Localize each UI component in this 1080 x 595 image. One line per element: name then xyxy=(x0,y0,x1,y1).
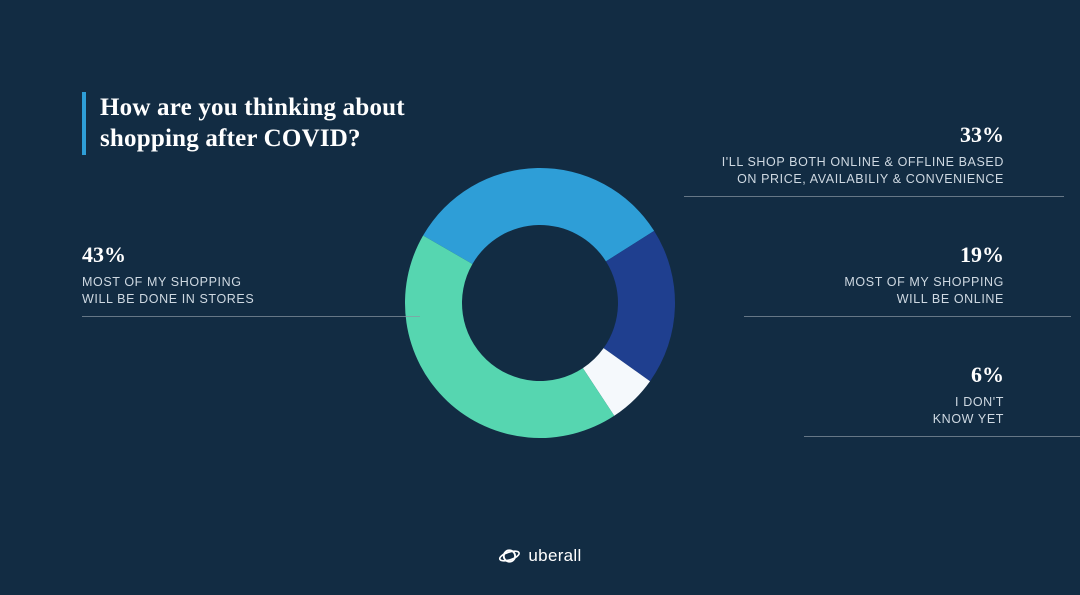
callout-both-pct: 33% xyxy=(684,122,1004,148)
callout-online-line1: MOST OF MY SHOPPING xyxy=(844,275,1004,289)
leader-line xyxy=(684,196,1064,197)
title-line-1: How are you thinking about xyxy=(100,94,405,121)
title-line-2: shopping after COVID? xyxy=(100,125,361,152)
chart-title: How are you thinking about shopping afte… xyxy=(82,92,405,155)
callout-dontknow: 6% I DON'T KNOW YET xyxy=(804,362,1004,437)
callout-instore-line2: WILL BE DONE IN STORES xyxy=(82,292,254,306)
callout-instore-line1: MOST OF MY SHOPPING xyxy=(82,275,242,289)
brand-name: uberall xyxy=(528,546,581,566)
callout-both: 33% I'LL SHOP BOTH ONLINE & OFFLINE BASE… xyxy=(684,122,1004,197)
callout-dontknow-line1: I DON'T xyxy=(955,395,1004,409)
callout-dontknow-pct: 6% xyxy=(804,362,1004,388)
donut-segment-instore xyxy=(405,236,614,439)
donut-chart xyxy=(405,168,675,438)
callout-both-line1: I'LL SHOP BOTH ONLINE & OFFLINE BASED xyxy=(722,155,1004,169)
planet-icon xyxy=(498,545,520,567)
callout-instore: 43% MOST OF MY SHOPPING WILL BE DONE IN … xyxy=(82,242,382,317)
callout-online-pct: 19% xyxy=(744,242,1004,268)
leader-line xyxy=(744,316,1071,317)
leader-line xyxy=(804,436,1080,437)
brand-logo: uberall xyxy=(498,545,581,567)
callout-dontknow-line2: KNOW YET xyxy=(933,412,1004,426)
callout-online-line2: WILL BE ONLINE xyxy=(897,292,1004,306)
donut-segment-both xyxy=(423,168,654,264)
callout-online: 19% MOST OF MY SHOPPING WILL BE ONLINE xyxy=(744,242,1004,317)
callout-both-line2: ON PRICE, AVAILABILIY & CONVENIENCE xyxy=(737,172,1004,186)
leader-line xyxy=(82,316,420,317)
callout-instore-pct: 43% xyxy=(82,242,382,268)
